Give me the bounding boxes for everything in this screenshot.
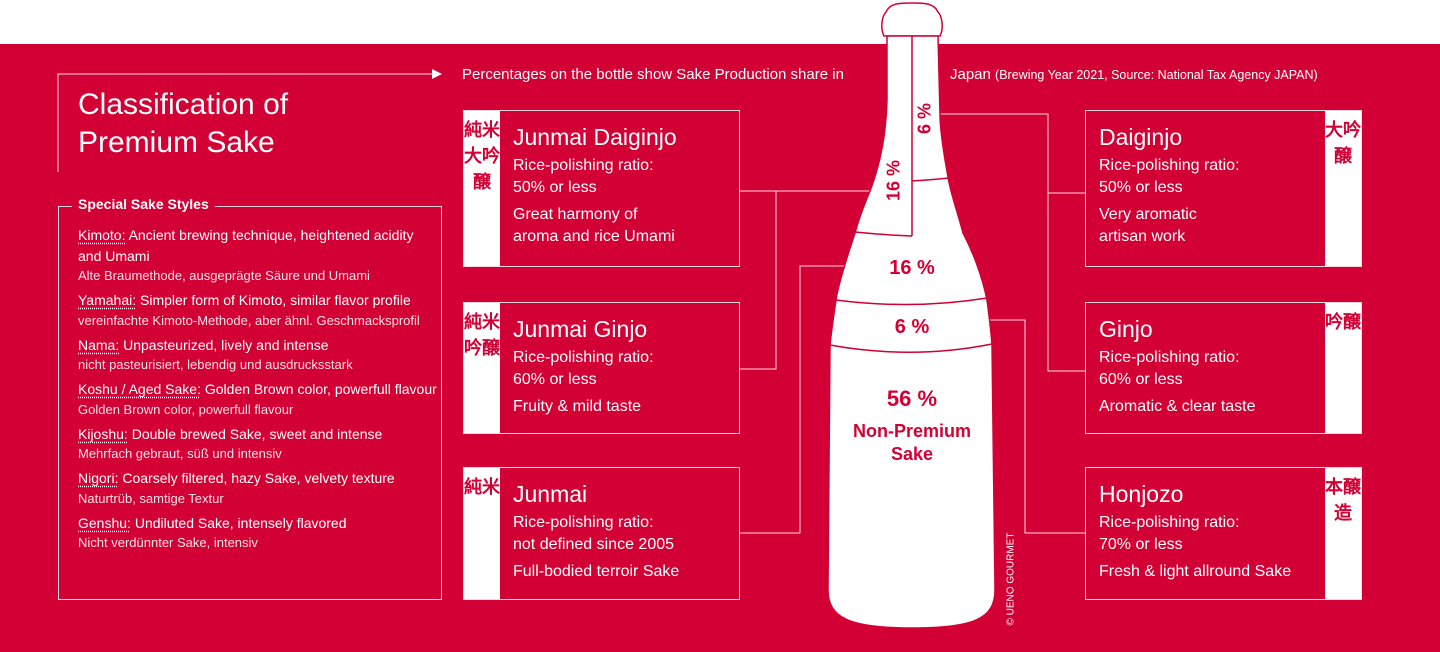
connector-junmai-ginjo (740, 191, 777, 370)
connector-daiginjo (940, 113, 1085, 372)
box-ginjo: 吟醸 Ginjo Rice-polishing ratio: 60% or le… (1085, 302, 1362, 434)
ratio-value: 50% or less (513, 179, 597, 196)
style-term: Nigori: (78, 470, 119, 486)
box-description: Great harmony of (513, 206, 638, 223)
style-desc-de: vereinfachte Kimoto-Methode, aber ähnl. … (78, 312, 420, 328)
style-item-genshu: Genshu: Undiluted Sake, intensely flavor… (78, 513, 438, 554)
style-desc-en: Coarsely filtered, hazy Sake, velvety te… (118, 470, 395, 486)
ratio-label: Rice-polishing ratio: (513, 514, 654, 531)
ratio-value: not defined since 2005 (513, 536, 675, 553)
header-text: Percentages on the bottle show Sake Prod… (462, 66, 844, 83)
special-styles-list: Kimoto: Ancient brewing technique, heigh… (78, 225, 438, 557)
style-term: Nama: (78, 336, 120, 353)
header-source: (Brewing Year 2021, Source: National Tax… (995, 68, 1318, 82)
kanji-label: 純米吟醸 (464, 303, 500, 433)
style-term: Koshu / Aged Sake: (78, 381, 201, 397)
header-country: Japan (950, 66, 991, 83)
style-desc-de: Mehrfach gebraut, süß und intensiv (78, 446, 282, 461)
style-item-yamahai: Yamahai: Simpler form of Kimoto, similar… (78, 290, 438, 331)
style-desc-de: Nicht verdünnter Sake, intensiv (78, 535, 258, 550)
style-desc-de: nicht pasteurisiert, lebendig und ausdru… (78, 357, 353, 372)
special-styles-box (58, 206, 442, 600)
box-title: Ginjo (1099, 316, 1153, 342)
bottle-pct-daiginjo: 6 % (914, 102, 935, 135)
style-desc-de: Naturtrüb, samtige Textur (78, 490, 224, 506)
style-desc-en: Undiluted Sake, intensely flavored (130, 514, 347, 531)
style-term: Genshu: (78, 514, 131, 531)
copyright-text: © UENO GOURMET (1005, 532, 1017, 626)
box-title: Junmai (513, 481, 588, 507)
style-item-nigori: Nigori: Coarsely filtered, hazy Sake, ve… (78, 468, 438, 509)
connector-honjozo (990, 319, 1085, 534)
arrow-head-icon (432, 69, 442, 79)
ratio-value: 60% or less (513, 371, 597, 388)
style-term: Kimoto: (78, 227, 126, 243)
box-title: Junmai Daiginjo (513, 124, 677, 150)
box-honjozo: 本醸造 Honjozo Rice-polishing ratio: 70% or… (1085, 467, 1362, 600)
box-description: artisan work (1099, 228, 1186, 245)
box-title: Honjozo (1099, 481, 1184, 507)
kanji-label: 純米大吟醸 (464, 111, 500, 266)
box-description: Full-bodied terroir Sake (513, 563, 680, 580)
style-item-kijoshu: Kijoshu: Double brewed Sake, sweet and i… (78, 424, 438, 465)
box-description: Very aromatic (1099, 206, 1197, 223)
ratio-label: Rice-polishing ratio: (1099, 514, 1240, 531)
kanji-label: 純米 (464, 468, 500, 599)
box-title: Daiginjo (1099, 124, 1183, 150)
ratio-label: Rice-polishing ratio: (1099, 157, 1240, 174)
style-desc-en: Simpler form of Kimoto, similar flavor p… (136, 292, 411, 308)
style-term: Kijoshu: (78, 425, 128, 442)
kanji-label: 大吟醸 (1325, 111, 1361, 266)
style-item-kimoto: Kimoto: Ancient brewing technique, heigh… (78, 225, 438, 286)
style-desc-en: Ancient brewing technique, heightened ac… (78, 227, 414, 264)
title-line1: Classification of (78, 88, 289, 121)
ratio-label: Rice-polishing ratio: (513, 349, 654, 366)
box-junmai-daiginjo: 純米大吟醸 Junmai Daiginjo Rice-polishing rat… (463, 110, 740, 267)
bottle-pct-non-premium: 56 % (886, 386, 938, 411)
style-desc-de: Golden Brown color, powerfull flavour (78, 401, 294, 417)
bottle-pct-junmai-daiginjo: 16 % (883, 159, 904, 202)
box-description: Fruity & mild taste (513, 398, 642, 415)
ratio-label: Rice-polishing ratio: (1099, 349, 1240, 366)
box-description: aroma and rice Umami (513, 228, 675, 245)
title-frame-line (57, 73, 432, 172)
bottle-pct-ginjo: 6 % (894, 316, 930, 338)
box-junmai: 純米 Junmai Rice-polishing ratio: not defi… (463, 467, 740, 600)
page-title: Classification of Premium Sake (78, 86, 288, 162)
style-desc-en: Double brewed Sake, sweet and intense (127, 425, 383, 442)
ratio-value: 70% or less (1099, 536, 1183, 553)
connector-lines (57, 73, 1085, 534)
box-daiginjo: 大吟醸 Daiginjo Rice-polishing ratio: 50% o… (1085, 110, 1362, 267)
sake-bottle (827, 2, 996, 629)
style-term: Yamahai: (78, 292, 137, 308)
kanji-label: 吟醸 (1325, 303, 1361, 433)
bottle-non-premium-label: Non-Premium (852, 421, 971, 441)
style-desc-en: Unpasteurized, lively and intense (119, 336, 329, 353)
box-description: Fresh & light allround Sake (1099, 563, 1292, 580)
box-junmai-ginjo: 純米吟醸 Junmai Ginjo Rice-polishing ratio: … (463, 302, 740, 434)
style-desc-de: Alte Braumethode, ausgeprägte Säure und … (78, 268, 370, 283)
connector-junmai (740, 265, 846, 534)
title-line2: Premium Sake (78, 126, 275, 159)
ratio-value: 60% or less (1099, 371, 1183, 388)
bottle-pct-junmai-ginjo: 16 % (889, 257, 935, 279)
style-item-koshu: Koshu / Aged Sake: Golden Brown color, p… (78, 379, 438, 420)
ratio-label: Rice-polishing ratio: (513, 157, 654, 174)
ratio-value: 50% or less (1099, 179, 1183, 196)
kanji-label: 本醸造 (1325, 468, 1361, 599)
special-styles-border (58, 206, 442, 207)
header-text-cont: Japan (Brewing Year 2021, Source: Nation… (950, 66, 1318, 83)
box-title: Junmai Ginjo (513, 316, 648, 342)
box-description: Aromatic & clear taste (1099, 398, 1256, 415)
special-styles-label: Special Sake Styles (72, 196, 215, 212)
style-desc-en: Golden Brown color, powerfull flavour (200, 381, 437, 397)
style-item-nama: Nama: Unpasteurized, lively and intense n… (78, 335, 438, 376)
bottle-non-premium-label2: Sake (890, 444, 934, 464)
red-background (0, 44, 1440, 652)
